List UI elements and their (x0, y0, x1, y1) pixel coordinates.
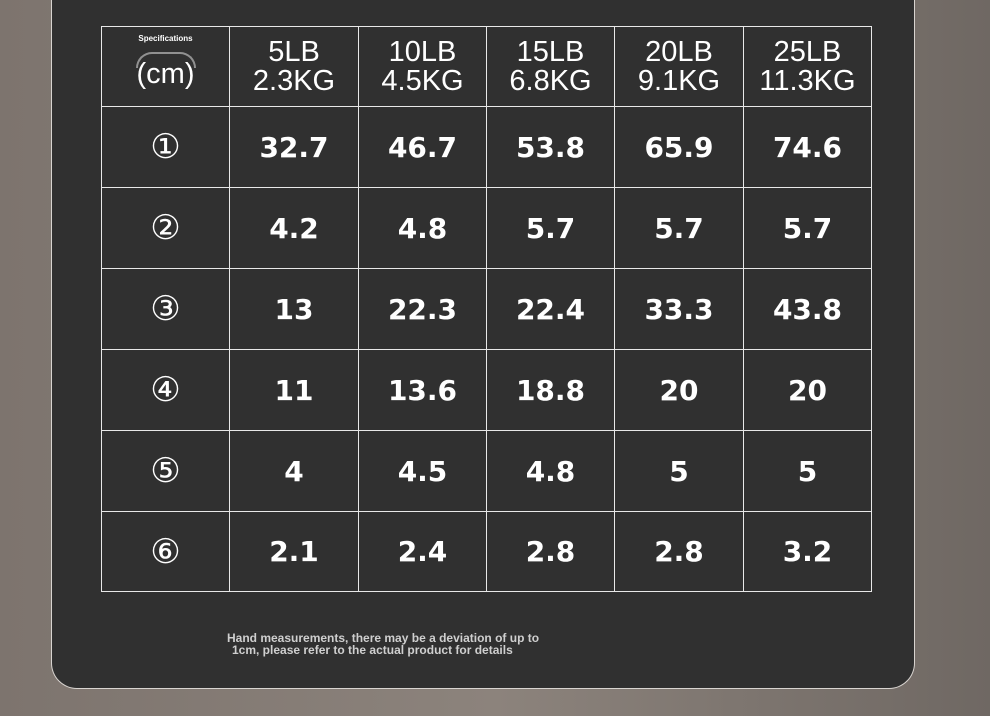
weight-lb: 20LB (645, 35, 713, 68)
value-cell: 2.4 (358, 511, 487, 592)
value-cell: 13 (229, 268, 359, 350)
column-header: 20LB 9.1KG (614, 26, 744, 107)
note-line: Hand measurements, there may be a deviat… (227, 631, 540, 645)
value-cell: 5 (614, 430, 744, 512)
weight-lb: 15LB (516, 35, 585, 68)
value-cell: 32.7 (229, 106, 359, 188)
value-cell: 3.2 (743, 511, 872, 592)
row-label: ③ (101, 268, 230, 350)
icon (135, 52, 196, 68)
value-cell: 5 (743, 430, 872, 512)
value-cell: 2.8 (486, 511, 615, 592)
weight-kg: 2.3KG (252, 64, 336, 97)
weight-lb: 10LB (388, 35, 457, 68)
weight-kg: 11.3KG (759, 64, 856, 97)
value-cell: 4 (229, 430, 359, 512)
value-cell: 5.7 (743, 187, 872, 269)
row-label: ⑥ (101, 511, 230, 592)
row-label: ① (101, 106, 230, 188)
panel (51, 0, 915, 689)
weight-kg: 6.8KG (509, 64, 592, 97)
value-cell: 18.8 (486, 349, 615, 431)
corner-cell: Specifications (cm) (101, 26, 230, 107)
value-cell: 4.8 (486, 430, 615, 512)
value-cell: 20 (743, 349, 872, 431)
value-cell: 33.3 (614, 268, 744, 350)
column-header: 10LB 4.5KG (358, 26, 487, 107)
column-header: 15LB 6.8KG (486, 26, 615, 107)
column-header: 25LB 11.3KG (743, 26, 872, 107)
value-cell: 4.5 (358, 430, 487, 512)
weight-lb: 25LB (773, 35, 842, 68)
value-cell: 20 (614, 349, 744, 431)
column-header: 5LB 2.3KG (229, 26, 359, 107)
row-label: ④ (101, 349, 230, 431)
note: Hand measurements, there may be a deviat… (227, 632, 539, 656)
value-cell: 4.8 (358, 187, 487, 269)
value-cell: 22.4 (486, 268, 615, 350)
row-label: ② (101, 187, 230, 269)
value-cell: 43.8 (743, 268, 872, 350)
row-label: ⑤ (101, 430, 230, 512)
value-cell: 5.7 (486, 187, 615, 269)
value-cell: 2.8 (614, 511, 744, 592)
value-cell: 5.7 (614, 187, 744, 269)
corner-title: Specifications (138, 34, 193, 43)
value-cell: 74.6 (743, 106, 872, 188)
note-line: 1cm, please refer to the actual product … (232, 643, 513, 657)
weight-lb: 5LB (268, 35, 320, 68)
weight-kg: 4.5KG (381, 64, 464, 97)
value-cell: 22.3 (358, 268, 487, 350)
value-cell: 11 (229, 349, 359, 431)
value-cell: 13.6 (358, 349, 487, 431)
weight-kg: 9.1KG (637, 64, 721, 97)
value-cell: 65.9 (614, 106, 744, 188)
value-cell: 2.1 (229, 511, 359, 592)
value-cell: 46.7 (358, 106, 487, 188)
value-cell: 53.8 (486, 106, 615, 188)
value-cell: 4.2 (229, 187, 359, 269)
